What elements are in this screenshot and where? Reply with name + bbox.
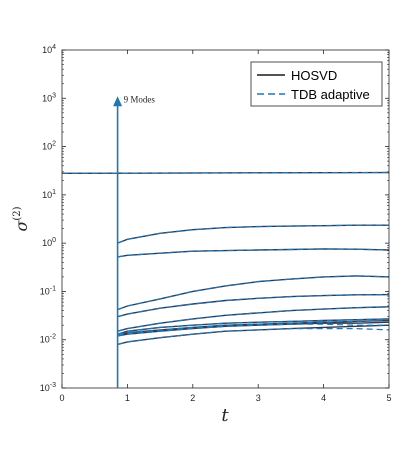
x-tick-label: 5: [386, 393, 391, 403]
x-tick-label: 1: [125, 393, 130, 403]
y-tick-label: 101: [42, 189, 56, 200]
legend-label-1: HOSVD: [291, 68, 337, 83]
y-tick-label: 104: [42, 44, 56, 55]
x-tick-label: 0: [59, 393, 64, 403]
axes-frame: [61, 49, 390, 389]
series-layer: [61, 171, 390, 346]
reference-line-tdb: [61, 171, 390, 174]
x-tick-label: 3: [256, 393, 261, 403]
y-axis-label-superscript: (2): [12, 206, 23, 220]
x-tick-label: 4: [321, 393, 326, 403]
y-tick-label: 10-1: [40, 285, 56, 296]
y-axis-label: σ(2): [12, 206, 31, 231]
y-tick-label: 102: [42, 141, 56, 152]
y-tick-label: 10-3: [40, 382, 56, 393]
tdb-series-line-4: [117, 294, 390, 318]
tdb-series-line-9: [117, 328, 390, 345]
y-tick-label: 103: [42, 92, 56, 103]
y-axis-label-base: σ: [12, 220, 31, 232]
y-tick-label: 100: [42, 237, 56, 248]
axes-layer: 0 1 2 3 4 5 10-3 10-2 10-1 100 101 102 103 104: [40, 44, 392, 403]
tdb-series-line-8: [117, 323, 389, 337]
legend: HOSVD TDB adaptive: [250, 61, 383, 107]
annotation-arrow-head: [113, 96, 123, 107]
tdb-series-line-7: [117, 319, 390, 337]
tdb-series-line-5: [117, 306, 390, 332]
legend-label-2: TDB adaptive: [291, 87, 370, 102]
tdb-series-line-1: [117, 224, 389, 244]
x-axis-label: t: [221, 405, 229, 426]
x-tick-label: 2: [190, 393, 195, 403]
tdb-series-line-6: [117, 318, 390, 335]
annotation-layer: 9 Modes: [113, 94, 155, 388]
legend-box: [250, 61, 383, 107]
annotation-label: 9 Modes: [124, 94, 156, 104]
y-tick-label: 10-2: [40, 334, 56, 345]
tdb-series-line-2: [117, 248, 390, 258]
tdb-series-line-3: [117, 275, 390, 311]
